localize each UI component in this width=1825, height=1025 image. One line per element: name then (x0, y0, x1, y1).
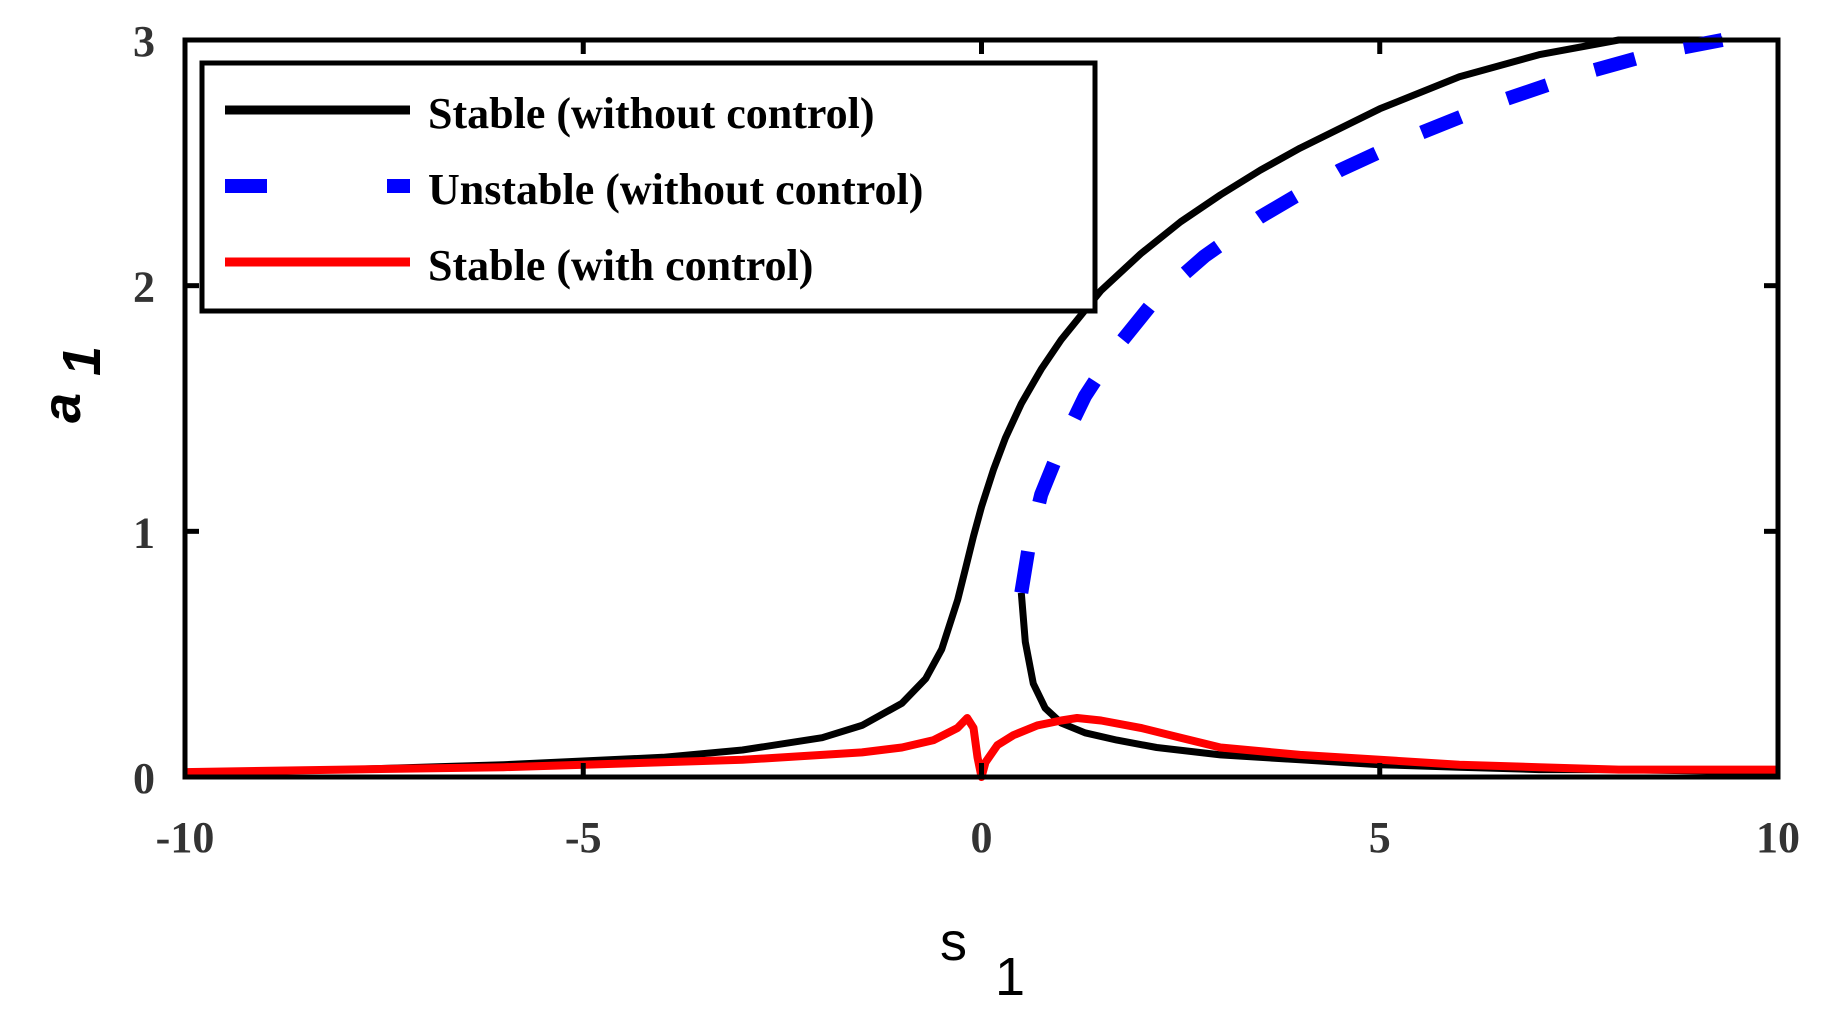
series-line-3 (184, 714, 1778, 781)
series-line-2 (1017, 592, 1779, 776)
series-line-0 (184, 36, 1723, 776)
legend-item-stable-without-control: Stable (without control) (225, 89, 875, 138)
legend-label: Stable (with control) (428, 241, 813, 290)
y-axis-label-subscript: 1 (52, 346, 112, 376)
x-axis-label: s 1 (940, 912, 1025, 1007)
y-tick-label: 2 (133, 263, 155, 312)
y-tick-label: 3 (133, 17, 155, 66)
plot-frame (182, 37, 1781, 780)
legend-item-stable-with-control: Stable (with control) (225, 241, 813, 290)
legend-item-unstable-without-control: Unstable (without control) (225, 165, 923, 214)
y-axis-label: a 1 (32, 346, 112, 423)
x-tick-label: 10 (1756, 813, 1800, 862)
y-axis-label-main: a (32, 393, 92, 423)
series-line-1 (1014, 33, 1724, 594)
legend-label: Stable (without control) (428, 89, 875, 138)
x-tick-label: -10 (156, 813, 215, 862)
y-tick-label: 1 (133, 508, 155, 557)
x-axis-label-subscript: 1 (995, 947, 1025, 1007)
plot-curves (184, 33, 1779, 781)
legend-label: Unstable (without control) (428, 165, 923, 214)
x-tick-label: 5 (1369, 813, 1391, 862)
tick-labels: -10 -5 0 5 10 0 1 2 3 (133, 17, 1800, 862)
legend-box (199, 60, 1098, 314)
x-tick-label: -5 (565, 813, 602, 862)
x-axis-label-main: s (940, 912, 967, 972)
legend: Stable (without control) Unstable (witho… (199, 60, 1098, 314)
x-tick-label: 0 (971, 813, 993, 862)
y-tick-label: 0 (133, 754, 155, 803)
